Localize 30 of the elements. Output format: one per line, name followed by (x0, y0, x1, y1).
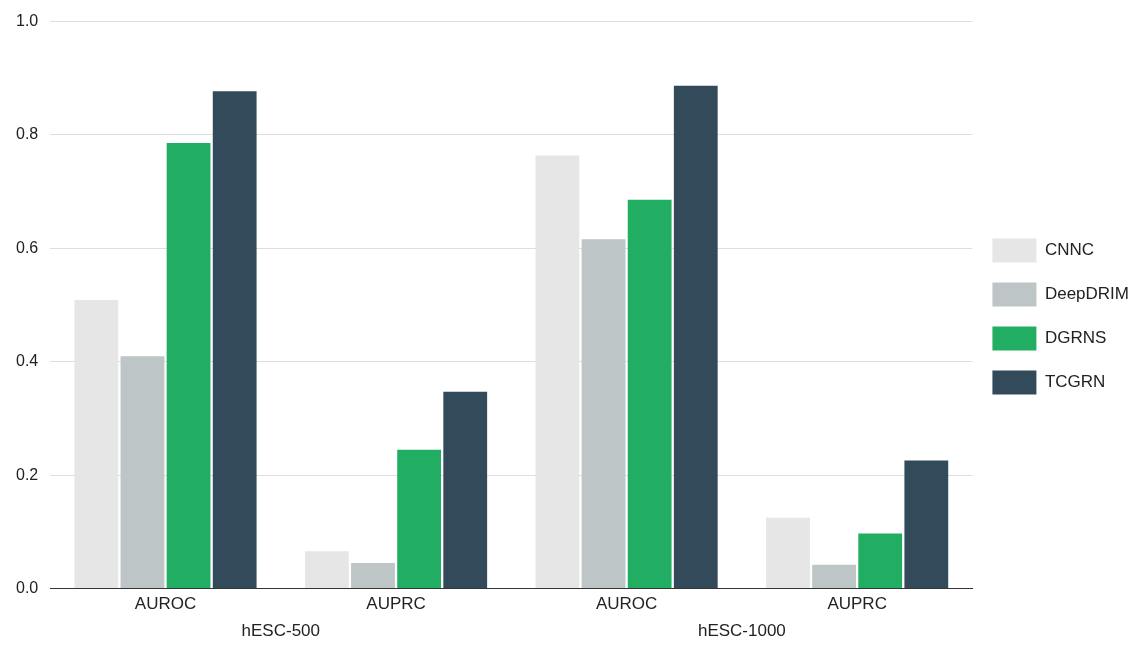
x-tick-label: AUROC (134, 594, 197, 614)
text: hESC-1000 (697, 620, 786, 640)
legend-label: TCGRN (1044, 372, 1106, 392)
bar (627, 199, 672, 589)
y-tick-label: 0.6 (15, 238, 39, 256)
bar (304, 551, 349, 589)
legend-label: DeepDRIM (1044, 284, 1130, 304)
bar (166, 142, 211, 589)
bar (812, 564, 856, 589)
bar (858, 533, 903, 589)
bar (443, 391, 488, 589)
legend-label: DGRNS (1044, 328, 1107, 348)
y-tick-label: 0.8 (15, 125, 39, 143)
bar (397, 449, 442, 589)
bar (351, 563, 395, 589)
bar (581, 239, 626, 589)
legend-label: CNNC (1044, 240, 1095, 260)
x-tick-label: AUPRC (366, 594, 426, 614)
text: hESC-500 (241, 620, 321, 640)
bar (904, 460, 949, 589)
x-tick-label: AUROC (595, 594, 658, 614)
y-tick-label: 0.0 (15, 579, 39, 597)
bar (212, 91, 257, 589)
bar (673, 85, 718, 589)
x-tick-label: AUPRC (827, 594, 887, 614)
y-tick-label: 0.2 (15, 465, 39, 483)
bar (766, 517, 810, 589)
y-tick-label: 0.4 (15, 352, 39, 370)
y-tick-label: 1.0 (15, 12, 39, 30)
bar (120, 356, 165, 589)
